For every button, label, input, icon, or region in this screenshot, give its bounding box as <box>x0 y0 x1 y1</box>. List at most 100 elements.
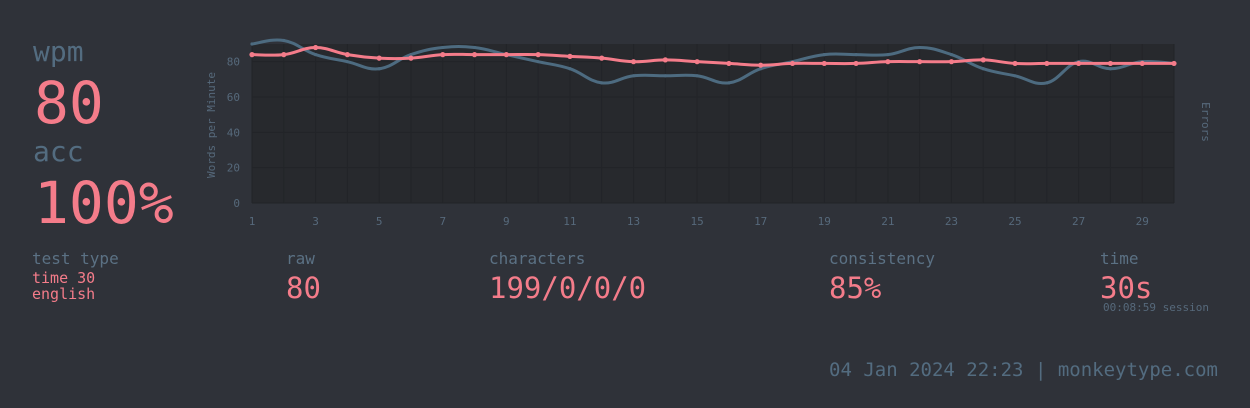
wpm-data-point[interactable] <box>503 52 509 58</box>
wpm-data-point[interactable] <box>789 60 796 67</box>
wpm-data-point[interactable] <box>694 59 700 65</box>
raw-data-point[interactable] <box>536 60 540 64</box>
wpm-data-point[interactable] <box>249 52 255 58</box>
wpm-data-point[interactable] <box>1044 60 1050 67</box>
wpm-data-point[interactable] <box>662 57 668 63</box>
raw-label: raw <box>286 249 315 268</box>
raw-data-point[interactable] <box>631 74 636 78</box>
wpm-series-line[interactable] <box>250 46 1176 67</box>
x-tick-label: 5 <box>376 215 383 228</box>
footer-date: 04 Jan 2024 22:23 <box>829 359 1024 381</box>
raw-data-point[interactable] <box>472 45 477 50</box>
wpm-data-point[interactable] <box>408 55 414 61</box>
x-tick-label: 19 <box>818 215 831 228</box>
wpm-data-point[interactable] <box>535 52 541 58</box>
y-tick-label: 20 <box>227 162 240 175</box>
raw-data-point[interactable] <box>727 81 731 85</box>
x-tick-label: 27 <box>1072 215 1085 228</box>
wpm-data-point[interactable] <box>980 57 986 63</box>
x-tick-label: 25 <box>1008 215 1021 228</box>
y-tick-label: 40 <box>227 126 240 139</box>
test-language: english <box>32 285 96 303</box>
raw-data-point[interactable] <box>313 53 318 57</box>
x-tick-label: 11 <box>563 215 576 228</box>
raw-data-point[interactable] <box>1108 67 1113 71</box>
raw-data-point[interactable] <box>600 81 604 85</box>
wpm-data-point[interactable] <box>1139 60 1145 67</box>
x-tick-label: 17 <box>754 215 767 228</box>
raw-data-point[interactable] <box>918 45 922 50</box>
plot-area <box>252 44 1174 203</box>
test-type-label: test type <box>32 249 119 268</box>
wpm-data-point[interactable] <box>471 52 478 58</box>
raw-data-point[interactable] <box>886 53 890 57</box>
raw-data-point[interactable] <box>250 42 254 46</box>
footer-site[interactable]: monkeytype.com <box>1057 359 1218 381</box>
raw-data-point[interactable] <box>663 74 667 78</box>
session-time: 00:08:59 session <box>1103 301 1209 314</box>
acc-value[interactable]: 100% <box>34 169 174 237</box>
wpm-data-point[interactable] <box>599 55 605 61</box>
wpm-data-point[interactable] <box>567 53 573 59</box>
x-tick-label: 7 <box>439 215 446 228</box>
raw-data-point[interactable] <box>854 53 858 57</box>
x-tick-label: 13 <box>627 215 640 228</box>
x-tick-label: 15 <box>690 215 703 228</box>
raw-data-point[interactable] <box>949 53 954 57</box>
raw-data-point[interactable] <box>1045 81 1049 85</box>
time-label: time <box>1100 249 1139 268</box>
raw-data-point[interactable] <box>345 60 349 64</box>
wpm-data-point[interactable] <box>1171 60 1177 67</box>
wpm-data-point[interactable] <box>1076 60 1082 67</box>
raw-data-point[interactable] <box>568 67 572 71</box>
x-tick-label: 21 <box>881 215 894 228</box>
y-tick-label: 0 <box>233 197 240 210</box>
wpm-data-point[interactable] <box>821 60 827 67</box>
wpm-data-point[interactable] <box>281 52 287 58</box>
y-tick-label: 80 <box>227 56 240 69</box>
raw-data-point[interactable] <box>409 53 413 57</box>
raw-value[interactable]: 80 <box>286 271 321 305</box>
x-tick-label: 23 <box>945 215 958 228</box>
y-tick-label: 60 <box>227 91 240 104</box>
footer-separator: | <box>1034 359 1047 381</box>
characters-value[interactable]: 199/0/0/0 <box>489 271 647 305</box>
wpm-data-point[interactable] <box>630 59 637 65</box>
wpm-data-point[interactable] <box>1107 60 1114 67</box>
raw-data-point[interactable] <box>759 67 763 71</box>
x-tick-label: 9 <box>503 215 510 228</box>
wpm-data-point[interactable] <box>948 59 955 65</box>
wpm-data-point[interactable] <box>1012 60 1018 67</box>
wpm-data-point[interactable] <box>440 52 446 58</box>
raw-data-point[interactable] <box>282 38 286 43</box>
raw-data-point[interactable] <box>377 67 381 71</box>
acc-label: acc <box>33 135 84 168</box>
raw-data-point[interactable] <box>441 45 445 50</box>
y2-axis-label: Errors <box>1199 102 1212 142</box>
raw-data-point[interactable] <box>1013 74 1017 78</box>
raw-data-point[interactable] <box>822 53 826 57</box>
time-value[interactable]: 30s <box>1100 271 1153 305</box>
raw-series-line[interactable] <box>250 38 1176 85</box>
x-tick-label: 29 <box>1136 215 1149 228</box>
raw-data-point[interactable] <box>695 74 699 78</box>
consistency-value[interactable]: 85% <box>829 271 882 305</box>
wpm-data-point[interactable] <box>758 62 764 68</box>
wpm-data-point[interactable] <box>312 44 319 51</box>
wpm-data-point[interactable] <box>376 55 382 61</box>
characters-label: characters <box>489 249 586 268</box>
wpm-data-point[interactable] <box>726 60 732 67</box>
consistency-label: consistency <box>829 249 935 268</box>
wpm-label: wpm <box>33 35 84 68</box>
y-axis-label: Words per Minute <box>205 72 218 178</box>
wpm-value[interactable]: 80 <box>34 69 104 137</box>
test-mode: time 30 <box>32 269 96 287</box>
wpm-data-point[interactable] <box>917 59 923 65</box>
wpm-data-point[interactable] <box>344 52 350 58</box>
x-tick-label: 3 <box>312 215 319 228</box>
footer-watermark: 04 Jan 2024 22:23 | monkeytype.com <box>829 361 1218 380</box>
raw-data-point[interactable] <box>981 67 985 71</box>
wpm-data-point[interactable] <box>885 59 891 65</box>
wpm-data-point[interactable] <box>853 60 859 67</box>
